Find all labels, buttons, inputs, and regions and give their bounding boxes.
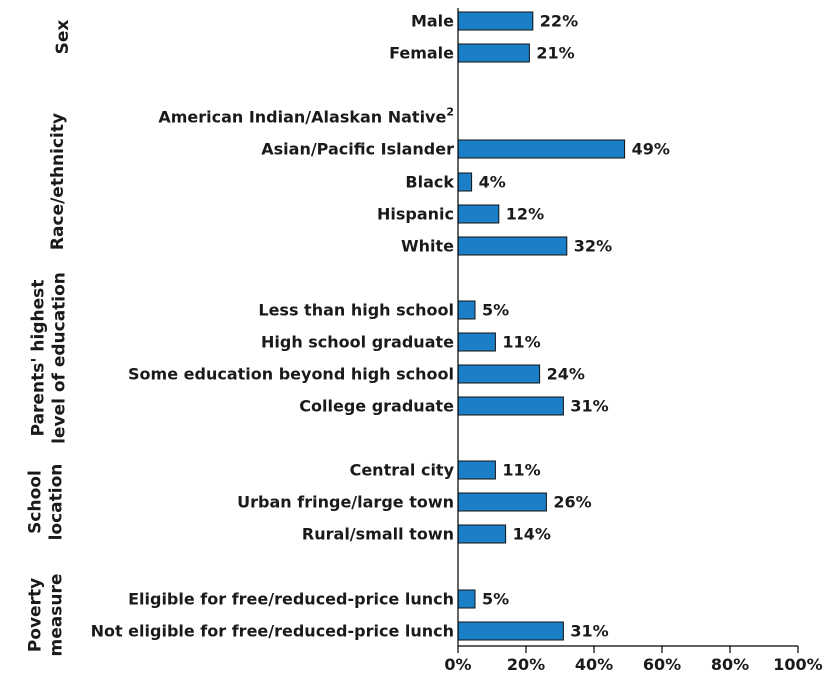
category-label: College graduate <box>299 397 454 416</box>
group-label-line: measure <box>47 574 67 657</box>
category-label: High school graduate <box>261 333 454 352</box>
bar <box>457 396 564 416</box>
group-label-line: Parents' highest <box>29 280 49 437</box>
value-label: 49% <box>632 140 670 159</box>
bar <box>457 364 541 384</box>
bar <box>457 621 564 641</box>
bar <box>457 172 473 192</box>
category-label: American Indian/Alaskan Native2 <box>158 106 454 127</box>
bar <box>457 204 500 224</box>
bar <box>457 492 547 512</box>
x-tick-label: 20% <box>507 655 545 673</box>
category-label: Rural/small town <box>302 525 454 544</box>
bar <box>457 300 476 320</box>
category-label: White <box>401 237 454 256</box>
category-label: Urban fringe/large town <box>237 493 454 512</box>
value-label: 11% <box>502 333 540 352</box>
bar <box>457 43 530 63</box>
group-label-line: level of education <box>50 272 70 444</box>
value-label: 5% <box>482 301 509 320</box>
category-label: Black <box>405 173 454 192</box>
group-label-line: Race/ethnicity <box>48 113 68 250</box>
value-label: 22% <box>540 12 578 31</box>
value-label: 14% <box>513 525 551 544</box>
category-label: Central city <box>350 461 455 480</box>
value-label: 31% <box>570 622 608 641</box>
category-label: Some education beyond high school <box>128 365 454 384</box>
group-label: Povertymeasure <box>26 574 67 657</box>
group-label-line: School <box>26 470 46 534</box>
bar <box>457 460 496 480</box>
category-label: Hispanic <box>377 205 454 224</box>
value-label: 4% <box>479 173 506 192</box>
value-label: 32% <box>574 237 612 256</box>
bar <box>457 589 476 609</box>
group-label: Sex <box>53 20 73 55</box>
value-label: 31% <box>570 397 608 416</box>
x-tick-label: 0% <box>444 655 471 673</box>
category-label: Less than high school <box>258 301 454 320</box>
x-tick-label: 60% <box>643 655 681 673</box>
category-label: Female <box>389 44 454 63</box>
category-label: Asian/Pacific Islander <box>261 140 454 159</box>
group-label: Parents' highestlevel of education <box>29 272 70 444</box>
group-label: Schoollocation <box>26 464 67 541</box>
value-label: 21% <box>536 44 574 63</box>
group-label-line: location <box>47 464 67 541</box>
value-label: 5% <box>482 590 509 609</box>
x-tick-label: 80% <box>711 655 749 673</box>
value-label: 11% <box>502 461 540 480</box>
value-label: 12% <box>506 205 544 224</box>
category-label-text: American Indian/Alaskan Native <box>158 108 446 127</box>
group-label: Race/ethnicity <box>48 113 68 250</box>
footnote-superscript: 2 <box>446 106 454 119</box>
group-label-line: Poverty <box>26 578 46 652</box>
bar <box>457 332 496 352</box>
x-tick-label: 100% <box>773 655 822 673</box>
category-label: Male <box>411 12 454 31</box>
bar <box>457 139 626 159</box>
bar <box>457 236 568 256</box>
category-label: Eligible for free/reduced-price lunch <box>128 590 454 609</box>
value-label: 26% <box>553 493 591 512</box>
bar <box>457 11 534 31</box>
bar <box>457 524 507 544</box>
value-label: 24% <box>547 365 585 384</box>
group-label-line: Sex <box>53 20 73 55</box>
x-tick-label: 40% <box>575 655 613 673</box>
category-label: Not eligible for free/reduced-price lunc… <box>91 622 454 641</box>
